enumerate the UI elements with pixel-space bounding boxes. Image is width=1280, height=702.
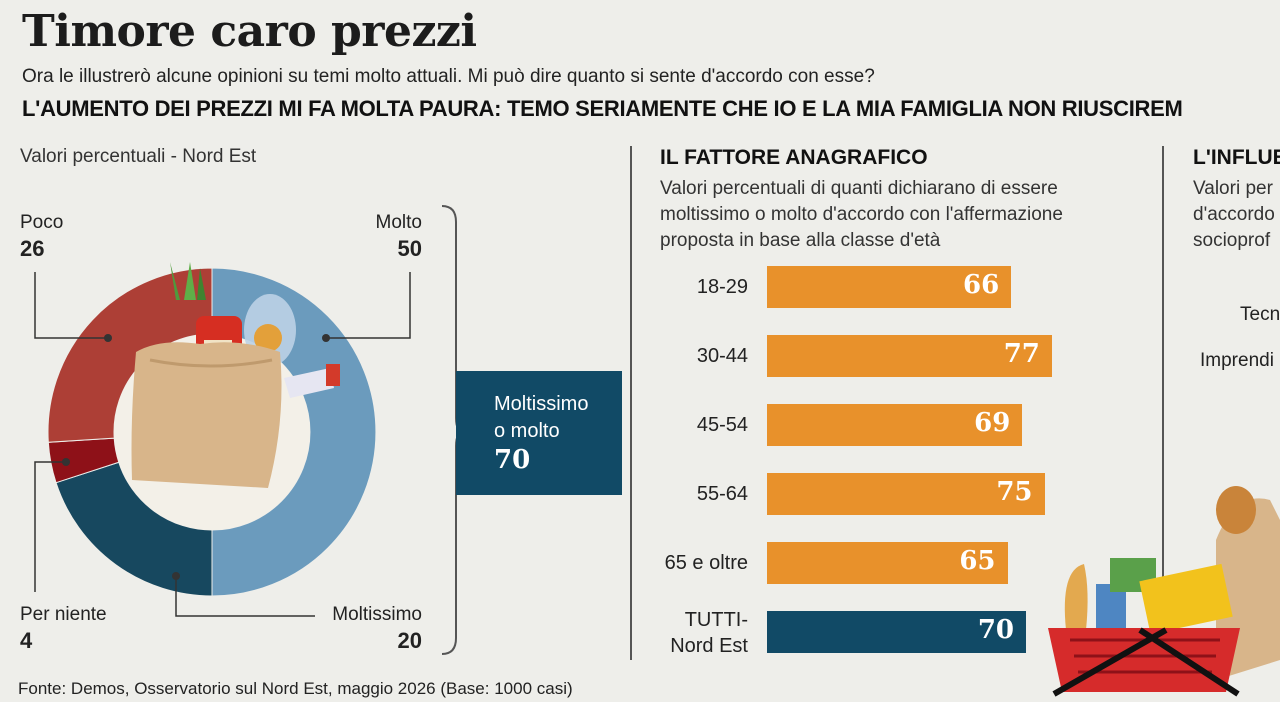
bar-value-label: 65: [959, 546, 996, 576]
callout-label: Moltissimo o molto: [494, 391, 588, 445]
page-title: Timore caro prezzi: [22, 6, 477, 57]
separator-1: [630, 146, 632, 660]
leader-per-niente: [34, 461, 66, 592]
donut-chart: [34, 205, 465, 655]
leader-dot-moltissimo: [172, 572, 180, 580]
bar-value-label: 69: [974, 408, 1011, 438]
age-section-subtitle: Valori percentuali di quanti dichiarano …: [660, 176, 1063, 254]
survey-question: Ora le illustrerò alcune opinioni su tem…: [22, 66, 875, 87]
leader-dot-molto: [322, 334, 330, 342]
bar: 65: [767, 542, 1008, 584]
leader-molto: [326, 272, 411, 339]
leader-poco: [34, 272, 108, 339]
bar: 75: [767, 473, 1045, 515]
value-molto: 50: [397, 236, 422, 261]
bar-category-label: 30-44: [696, 345, 748, 367]
age-subtitle-line2: moltissimo o molto d'accordo con l'affer…: [660, 204, 1063, 225]
bar-category-label: 55-64: [696, 483, 748, 505]
prof-subtitle-line1: Valori per: [1193, 178, 1273, 199]
bar-value-label: 77: [1003, 339, 1040, 369]
age-subtitle-line3: proposta in base alla classe d'età: [660, 230, 941, 251]
prof-section-title: L'INFLUE: [1193, 146, 1280, 169]
source-note: Fonte: Demos, Osservatorio sul Nord Est,…: [18, 679, 573, 698]
bar: 77: [767, 335, 1052, 377]
separator-2: [1162, 146, 1164, 660]
bar-category-label: 18-29: [696, 276, 748, 298]
label-molto: Molto: [375, 212, 422, 233]
leader-dot-poco: [104, 334, 112, 342]
prof-section-subtitle: Valori per d'accordo socioprof: [1193, 176, 1275, 254]
leader-moltissimo: [175, 576, 315, 617]
value-per-niente: 4: [20, 628, 33, 653]
age-section-title: IL FATTORE ANAGRAFICO: [660, 146, 928, 169]
label-poco: Poco: [20, 212, 64, 233]
prof-row-label: Imprendi: [1200, 350, 1274, 371]
leader-dot-per-niente: [62, 458, 70, 466]
shopping-basket-illustration: [1048, 486, 1280, 697]
survey-statement: L'AUMENTO DEI PREZZI MI FA MOLTA PAURA: …: [22, 96, 1183, 121]
bar-value-label: 66: [963, 270, 1000, 300]
callout-box: Moltissimo o molto 70: [456, 371, 622, 495]
prof-row-label: Tecn: [1240, 304, 1280, 325]
value-poco: 26: [20, 236, 45, 261]
grocery-bag-illustration: [131, 262, 340, 488]
bar-value-label: 75: [996, 477, 1033, 507]
bar: 66: [767, 266, 1012, 308]
bar-category-label: 45-54: [696, 414, 748, 436]
age-subtitle-line1: Valori percentuali di quanti dichiarano …: [660, 178, 1058, 199]
donut-note: Valori percentuali - Nord Est: [20, 146, 257, 167]
prof-subtitle-line2: d'accordo: [1193, 204, 1275, 225]
label-per-niente: Per niente: [20, 604, 107, 625]
value-moltissimo: 20: [397, 628, 422, 653]
bar-category-label: 65 e oltre: [664, 552, 748, 574]
callout-label-line2: o molto: [494, 420, 560, 442]
prof-subtitle-line3: socioprof: [1193, 230, 1271, 251]
bar: 70: [767, 611, 1026, 653]
bar-value-label: 70: [977, 615, 1014, 645]
callout-value: 70: [494, 445, 531, 475]
label-moltissimo: Moltissimo: [332, 604, 422, 625]
callout-label-line1: Moltissimo: [494, 393, 589, 415]
bar-category-label: TUTTI- Nord Est: [670, 609, 748, 657]
bar: 69: [767, 404, 1023, 446]
